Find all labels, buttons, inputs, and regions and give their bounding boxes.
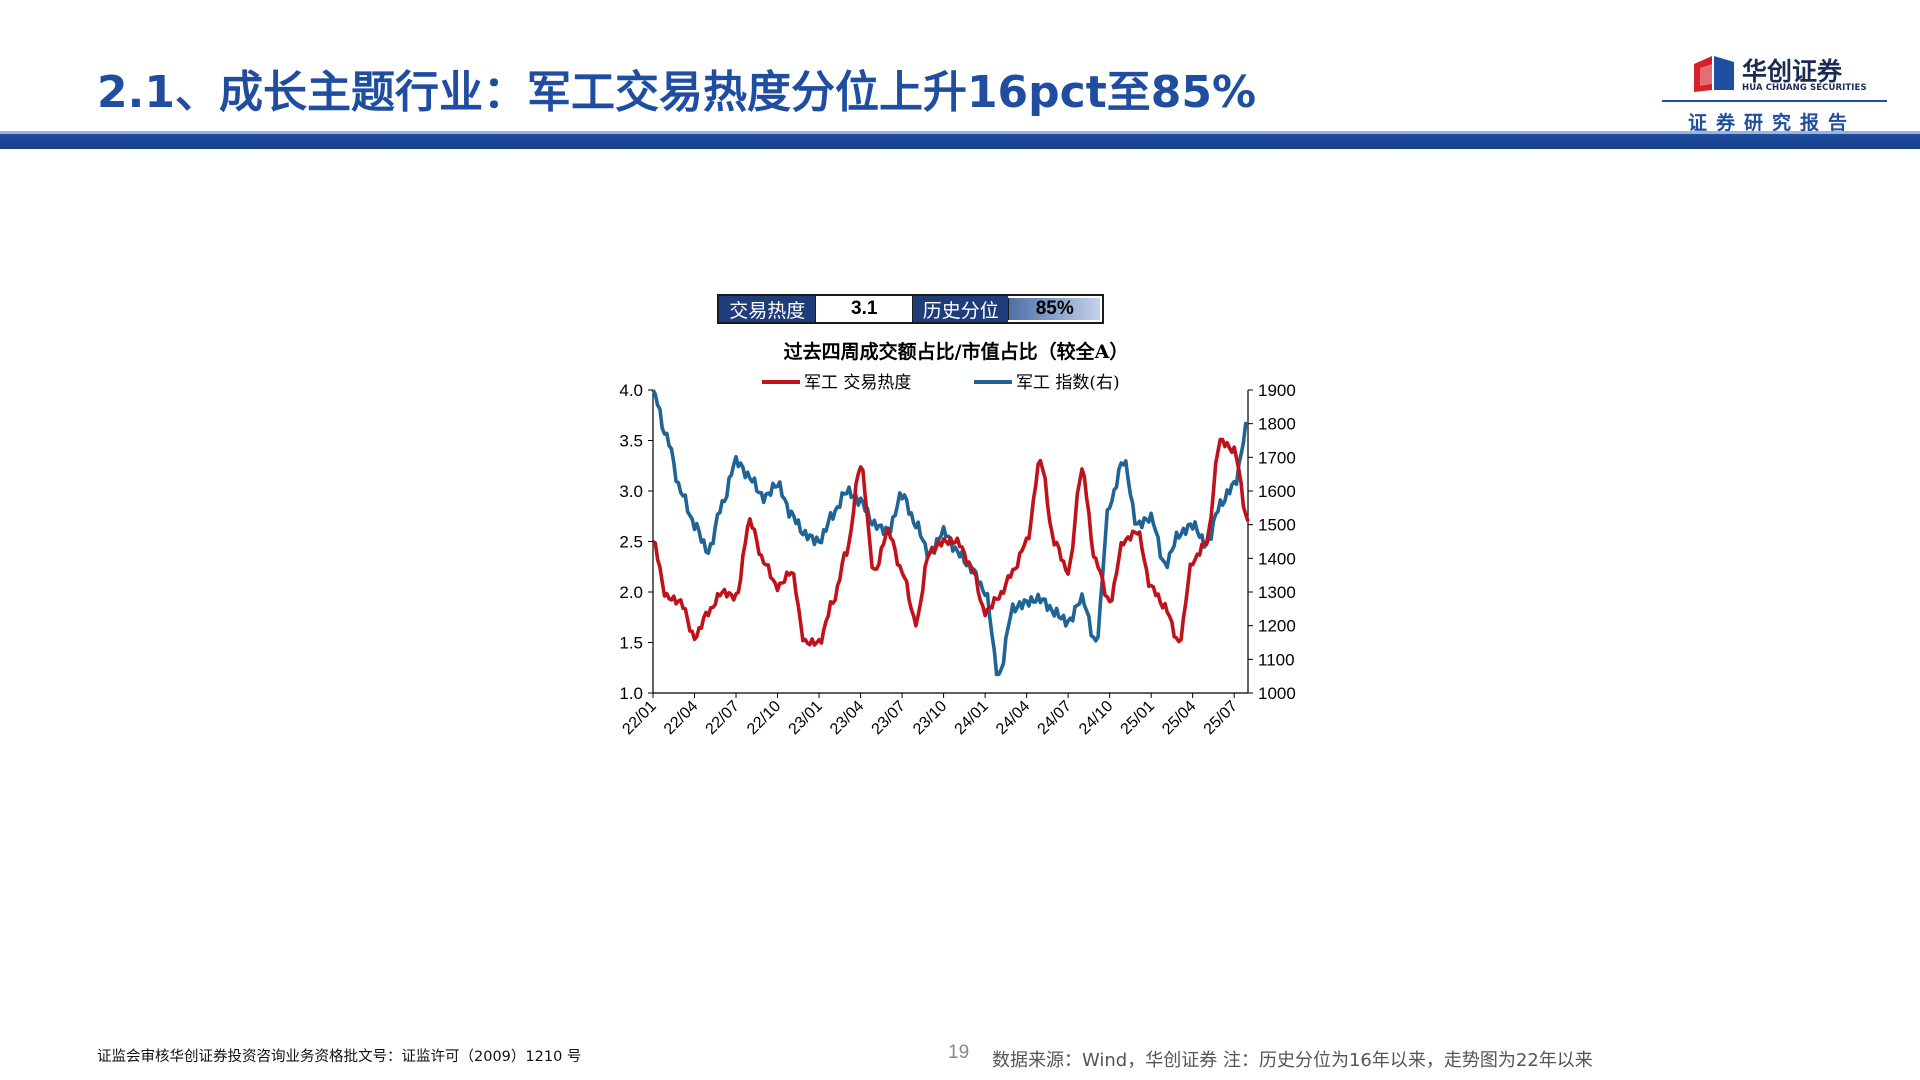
right-tick-label: 1600 — [1258, 482, 1296, 501]
x-tick-label: 25/07 — [1201, 698, 1241, 738]
header-bar — [0, 134, 1920, 149]
x-tick-label: 23/04 — [827, 698, 867, 738]
right-tick-label: 1100 — [1258, 650, 1295, 669]
left-tick-label: 1.0 — [619, 684, 643, 703]
logo-divider — [1662, 100, 1887, 102]
stats-box: 交易热度 3.1 历史分位 85% — [717, 294, 1104, 324]
left-axis-ticks: 4.0 3.5 3.0 2.5 2.0 1.5 1.0 — [619, 381, 653, 703]
logo-mark-icon — [1694, 56, 1734, 92]
x-axis-ticks: 22/01 22/04 22/07 22/10 23/01 23/04 23/07 23/10… — [619, 693, 1241, 738]
x-tick-label: 23/01 — [786, 698, 826, 738]
x-tick-label: 22/07 — [703, 698, 743, 738]
company-logo: 华创证券 HUA CHUANG SECURITIES — [1690, 50, 1867, 98]
heat-value: 3.1 — [815, 296, 912, 322]
left-tick-label: 4.0 — [619, 381, 643, 400]
page-title: 2.1、成长主题行业：军工交易热度分位上升16pct至85% — [97, 67, 1257, 118]
x-tick-label: 25/01 — [1118, 698, 1158, 738]
logo-subtitle: HUA CHUANG SECURITIES — [1742, 83, 1867, 93]
left-tick-label: 1.5 — [619, 634, 643, 653]
heat-label: 交易热度 — [719, 296, 816, 322]
logo-name: 华创证券 — [1742, 57, 1843, 86]
x-tick-label: 24/01 — [952, 698, 992, 738]
left-tick-label: 2.5 — [619, 533, 643, 552]
chart-legend: 军工 交易热度 军工 指数(右) — [762, 373, 1120, 393]
right-tick-label: 1900 — [1258, 381, 1296, 400]
right-tick-label: 1200 — [1258, 617, 1296, 636]
right-tick-label: 1000 — [1258, 684, 1296, 703]
right-tick-label: 1500 — [1258, 516, 1296, 535]
x-tick-label: 22/10 — [744, 698, 784, 738]
percentile-value: 85% — [1008, 298, 1100, 320]
right-tick-label: 1400 — [1258, 549, 1296, 568]
x-tick-label: 22/01 — [619, 698, 659, 738]
header-bar-highlight — [0, 131, 1920, 134]
page-number: 19 — [948, 1042, 970, 1063]
report-tag: 证券研究报告 — [1688, 112, 1857, 134]
series-line-index — [651, 389, 1249, 677]
x-tick-label: 23/10 — [910, 698, 950, 738]
x-tick-label: 22/04 — [661, 698, 701, 738]
x-tick-label: 24/07 — [1035, 698, 1075, 738]
right-axis-ticks: 1900 1800 1700 1600 1500 1400 1300 1200 1100 1000 — [1248, 381, 1296, 703]
x-tick-label: 24/04 — [993, 698, 1033, 738]
x-tick-label: 24/10 — [1076, 698, 1116, 738]
right-tick-label: 1700 — [1258, 448, 1296, 467]
right-tick-label: 1800 — [1258, 415, 1296, 434]
x-tick-label: 23/07 — [869, 698, 909, 738]
left-tick-label: 3.0 — [619, 482, 643, 501]
chart-title: 过去四周成交额占比/市值占比（较全A） — [784, 340, 1129, 363]
source-note: 数据来源：Wind，华创证券 注：历史分位为16年以来，走势图为22年以来 — [992, 1050, 1593, 1071]
left-tick-label: 2.0 — [619, 583, 643, 602]
x-tick-label: 25/04 — [1159, 698, 1199, 738]
license-note: 证监会审核华创证券投资咨询业务资格批文号：证监许可（2009）1210 号 — [97, 1049, 582, 1065]
percentile-label: 历史分位 — [911, 296, 1009, 322]
legend-label-index: 军工 指数(右) — [1016, 373, 1120, 393]
series-line-heat — [652, 437, 1250, 647]
left-tick-label: 3.5 — [619, 432, 643, 451]
heat-index-chart: 过去四周成交额占比/市值占比（较全A） 军工 交易热度 军工 指数(右) 4.0… — [619, 340, 1296, 738]
right-tick-label: 1300 — [1258, 583, 1296, 602]
series-layer — [651, 389, 1250, 677]
legend-label-heat: 军工 交易热度 — [804, 373, 911, 393]
